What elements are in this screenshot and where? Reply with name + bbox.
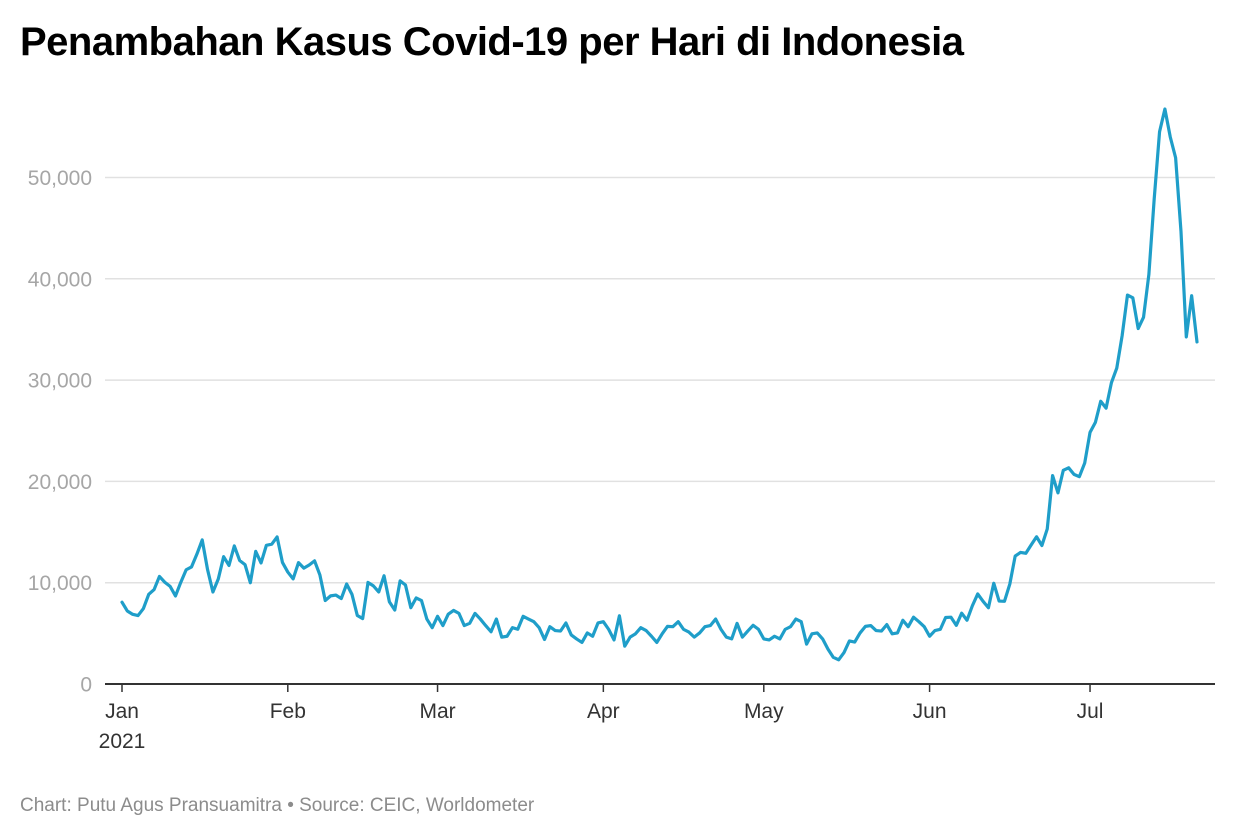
- x-tick-label: Jan: [105, 700, 139, 723]
- y-tick-label: 50,000: [28, 167, 92, 190]
- x-axis: [105, 683, 1215, 692]
- chart-title: Penambahan Kasus Covid-19 per Hari di In…: [20, 20, 964, 64]
- y-tick-label: 20,000: [28, 471, 92, 494]
- x-tick-label: Apr: [587, 700, 620, 723]
- x-tick-sublabel-year: 2021: [99, 730, 146, 753]
- y-tick-label: 40,000: [28, 268, 92, 291]
- y-tick-label: 0: [80, 674, 92, 697]
- x-tick-label: Jun: [913, 700, 947, 723]
- line-chart: 0 10,000 20,000 30,000 40,000 50,000 Jan 2021 F…: [28, 107, 1215, 753]
- series-line-daily-cases: [120, 107, 1199, 662]
- chart-source-credit: Chart: Putu Agus Pransuamitra • Source: …: [20, 795, 535, 816]
- x-tick-label: Mar: [419, 700, 455, 723]
- series-layer: [120, 107, 1199, 662]
- x-tick-label: May: [744, 700, 784, 723]
- gridlines: [105, 176, 1215, 584]
- y-tick-label: 10,000: [28, 572, 92, 595]
- x-tick-label: Feb: [270, 700, 306, 723]
- y-axis-tick-labels: 0 10,000 20,000 30,000 40,000 50,000: [28, 167, 92, 697]
- y-tick-label: 30,000: [28, 370, 92, 393]
- x-axis-tick-labels: Jan 2021 Feb Mar Apr May Jun Jul: [99, 700, 1104, 753]
- x-tick-label: Jul: [1077, 700, 1104, 723]
